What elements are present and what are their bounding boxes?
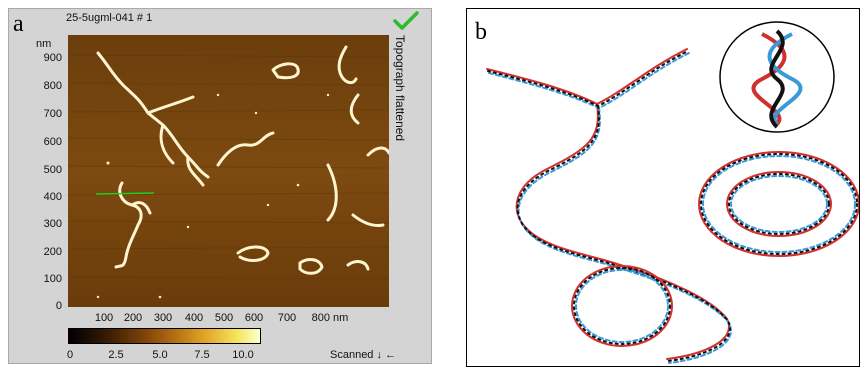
colorbar-tick-label: 10.0 — [232, 349, 254, 361]
dna-helix-long — [486, 48, 732, 364]
dna-strand — [337, 45, 358, 85]
afm-image-title: 25-5ugml-041 # 1 — [66, 12, 153, 24]
section-marker-line — [95, 192, 155, 195]
dna-helix-circle — [698, 151, 859, 257]
channel-label-text: Topograph flattened — [393, 35, 407, 142]
check-icon — [393, 11, 419, 30]
dna-strand — [96, 51, 210, 179]
y-tick-label: 900 — [43, 52, 62, 64]
scan-direction-label: Scanned ↓ ← — [330, 349, 397, 361]
dna-strand — [236, 245, 270, 262]
colorbar-tick-label: 2.5 — [108, 349, 124, 361]
y-axis-unit: nm — [36, 38, 52, 50]
dna-double-helix-inset — [719, 21, 835, 133]
dna-strand — [130, 201, 152, 215]
y-tick-label: 800 — [43, 80, 62, 92]
x-tick-label: 300 — [153, 312, 173, 324]
y-tick-label: 700 — [43, 108, 62, 120]
dna-strand — [351, 213, 385, 227]
colorbar-tick-label: 5.0 — [152, 349, 168, 361]
y-tick-label: 200 — [43, 246, 62, 258]
x-tick-label: 400 — [184, 312, 204, 324]
x-tick-label: 500 — [214, 312, 234, 324]
dna-strand — [349, 93, 360, 125]
colorbar-tick-label: 0 — [66, 349, 74, 361]
x-tick-label: 600 — [244, 312, 264, 324]
x-tick-label: 800 nm — [311, 312, 349, 324]
panel-b-label: b — [475, 19, 487, 45]
afm-image-canvas — [68, 35, 389, 307]
y-tick-label: 0 — [55, 300, 62, 312]
dna-illustration-panel — [466, 8, 860, 367]
dna-strand — [298, 258, 324, 275]
dna-strand — [186, 155, 205, 187]
dna-strand — [346, 260, 370, 271]
height-color-scale-bar — [68, 328, 261, 344]
dna-strand — [146, 95, 195, 115]
colorbar-tick-label: 7.5 — [194, 349, 210, 361]
y-tick-label: 100 — [43, 273, 62, 285]
channel-label: Topograph flattened — [380, 35, 407, 205]
dna-strand — [159, 123, 175, 165]
dna-helix-loop-small — [571, 265, 673, 347]
x-tick-label: 700 — [277, 312, 297, 324]
y-tick-label: 600 — [43, 136, 62, 148]
dna-illustration — [486, 21, 859, 364]
dna-strand — [114, 181, 143, 269]
panel-a-label: a — [13, 11, 24, 37]
x-tick-label: 100 — [94, 312, 114, 324]
afm-topography-image — [68, 35, 389, 307]
y-tick-label: 300 — [43, 218, 62, 230]
dna-strand — [326, 163, 338, 222]
dna-strand — [366, 146, 389, 157]
dna-strand — [271, 62, 300, 80]
x-tick-label: 200 — [123, 312, 143, 324]
y-tick-label: 400 — [43, 191, 62, 203]
dna-strand — [216, 131, 275, 167]
y-tick-label: 500 — [43, 164, 62, 176]
